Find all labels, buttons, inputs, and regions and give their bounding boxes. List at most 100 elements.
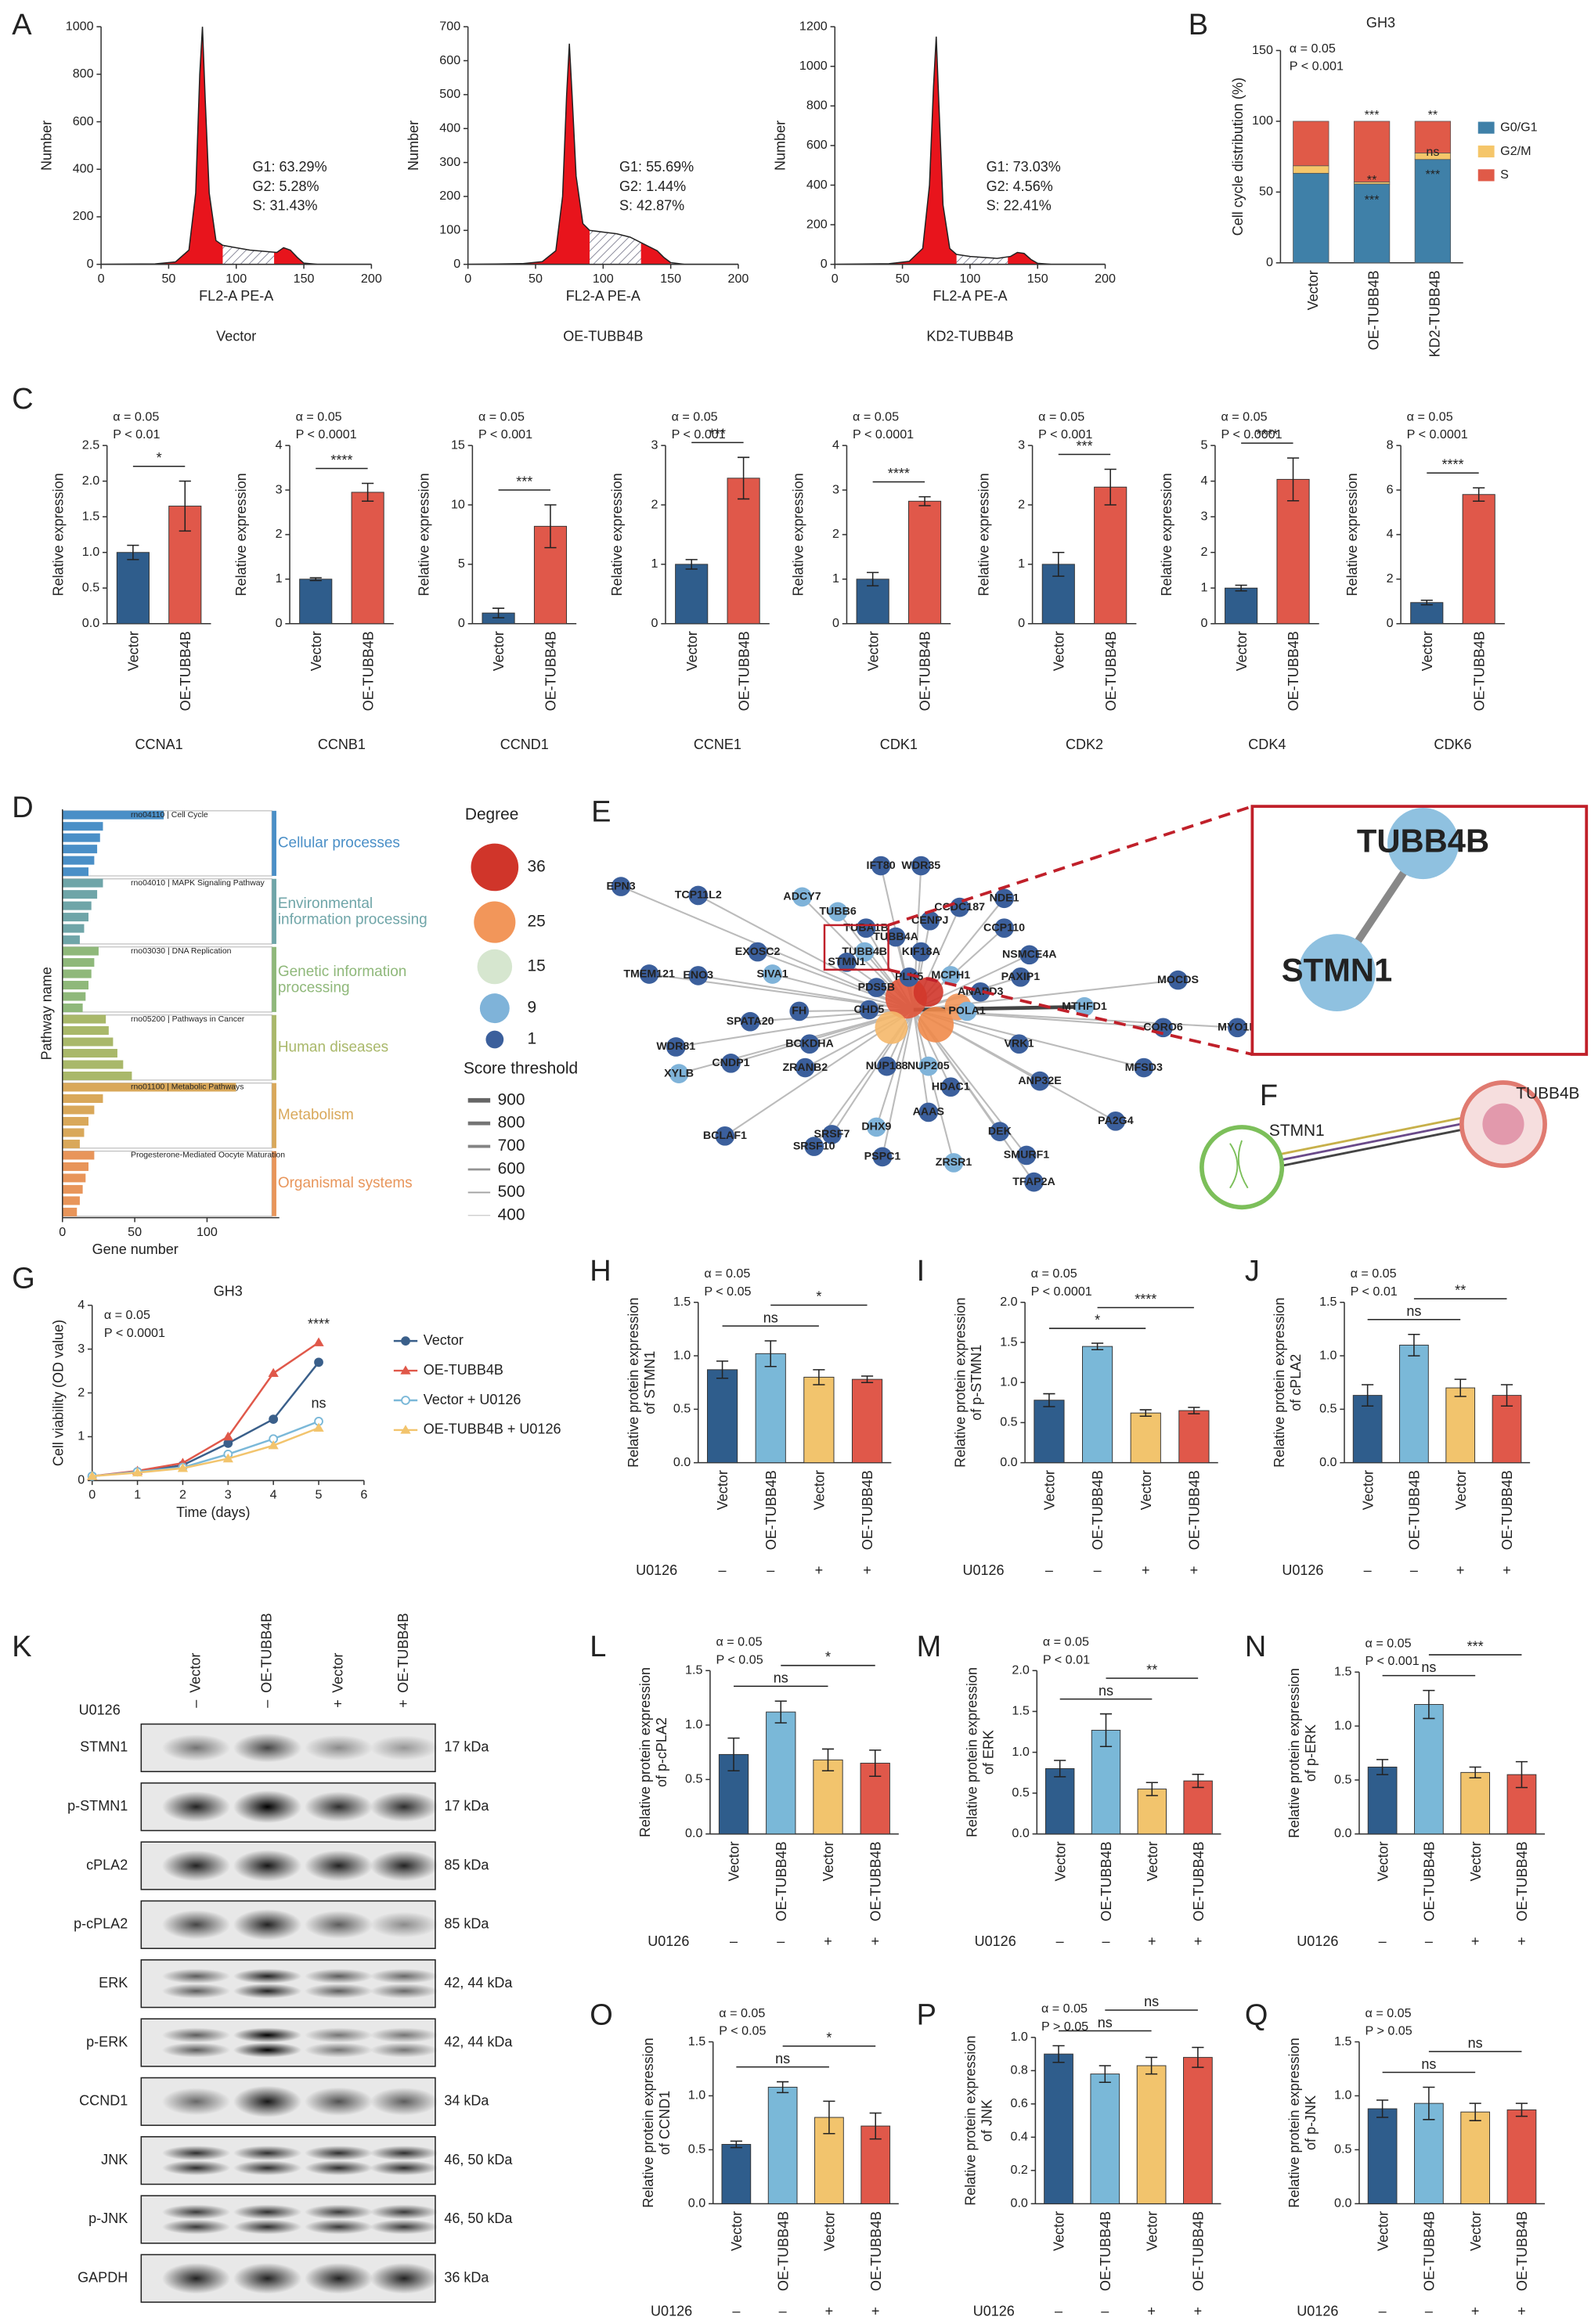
y-tick-label: 600 bbox=[73, 114, 94, 128]
size-label: 85 kDa bbox=[444, 1916, 489, 1932]
legend-swatch bbox=[1477, 145, 1495, 158]
stat-text: α = 0.05 bbox=[716, 1634, 763, 1648]
chart-title: GH3 bbox=[1366, 15, 1395, 31]
group-frame bbox=[62, 1151, 272, 1217]
y-tick-label: 5 bbox=[458, 557, 465, 571]
band bbox=[161, 2263, 231, 2294]
x-tick-label: OE-TUBB4B bbox=[1514, 2211, 1530, 2291]
x-tick-label: 5 bbox=[316, 1488, 323, 1502]
bar bbox=[1136, 2065, 1167, 2204]
y-tick-label: 0 bbox=[1018, 616, 1025, 630]
y-tick-label: 15 bbox=[451, 438, 465, 452]
y-tick-label: 0.5 bbox=[1334, 1772, 1351, 1786]
bar bbox=[755, 1353, 786, 1464]
band bbox=[370, 1735, 438, 1760]
bar bbox=[62, 1071, 132, 1080]
x-tick-label: 0 bbox=[832, 272, 839, 286]
treatment-sign: + bbox=[1194, 1933, 1203, 1949]
caption: CDK1 bbox=[880, 737, 918, 752]
node-label: WDR81 bbox=[656, 1040, 695, 1053]
y-axis-label: of CCND1 bbox=[657, 2091, 673, 2155]
y-tick-label: 1.5 bbox=[685, 1663, 702, 1677]
band bbox=[370, 2146, 438, 2161]
error-bar bbox=[685, 559, 698, 570]
x-tick-label: 50 bbox=[896, 272, 910, 286]
marker bbox=[222, 1453, 233, 1463]
node bbox=[970, 982, 990, 1002]
y-tick-label: 1 bbox=[78, 1429, 85, 1443]
band bbox=[305, 1850, 373, 1882]
bar bbox=[62, 958, 95, 967]
y-tick-label: 100 bbox=[439, 223, 460, 237]
line bbox=[92, 1361, 319, 1478]
significance-label: ns bbox=[1099, 1683, 1113, 1699]
x-tick-label: Vector bbox=[1145, 1841, 1160, 1881]
group-bar bbox=[272, 1151, 276, 1216]
size-label: 17 kDa bbox=[444, 1798, 489, 1814]
caption: CCNB1 bbox=[318, 737, 366, 752]
degree-label: 9 bbox=[528, 999, 537, 1017]
stat-text: P < 0.05 bbox=[704, 1285, 751, 1299]
bar bbox=[1460, 2111, 1491, 2204]
bar bbox=[62, 901, 92, 910]
bar bbox=[1137, 1789, 1167, 1835]
x-tick-label: Vector bbox=[865, 631, 881, 671]
y-tick-label: 0.2 bbox=[1010, 2163, 1027, 2177]
node bbox=[1016, 1145, 1037, 1166]
y-tick-label: 3 bbox=[651, 438, 658, 452]
x-tick-label: 0 bbox=[59, 1225, 66, 1239]
treatment-sign: – bbox=[258, 1699, 274, 1708]
y-axis-label: of p-STMN1 bbox=[969, 1345, 984, 1421]
group-frame bbox=[62, 810, 272, 877]
bar bbox=[116, 552, 150, 625]
caption: Vector bbox=[216, 328, 256, 344]
bar bbox=[62, 890, 98, 899]
x-axis-label: Gene number bbox=[92, 1241, 179, 1257]
y-tick-label: 1000 bbox=[799, 59, 828, 73]
error-bar bbox=[738, 456, 750, 500]
y-tick-label: 0.0 bbox=[688, 2196, 705, 2211]
stat-text: α = 0.05 bbox=[1366, 1636, 1412, 1650]
y-tick-label: 1.5 bbox=[673, 1295, 691, 1309]
panel-label: H bbox=[590, 1255, 611, 1288]
y-tick-label: 2 bbox=[832, 527, 839, 541]
error-bar bbox=[1052, 2045, 1065, 2063]
group-frame bbox=[62, 1083, 272, 1149]
node-label: DEK bbox=[988, 1125, 1012, 1137]
x-tick-label: OE-TUBB4B bbox=[1103, 631, 1119, 711]
y-axis-label: Cell cycle distribution (%) bbox=[1230, 77, 1246, 236]
bar bbox=[1225, 587, 1258, 625]
bar bbox=[1445, 1387, 1476, 1464]
stat-text: P < 0.0001 bbox=[104, 1326, 165, 1340]
node bbox=[1009, 1034, 1029, 1054]
x-tick-label: 0 bbox=[88, 1488, 96, 1502]
bar bbox=[1090, 2074, 1120, 2204]
treatment-sign: – bbox=[732, 2304, 741, 2319]
treatment-sign: – bbox=[1364, 1562, 1373, 1578]
zoom-label: TUBB4B bbox=[1357, 823, 1489, 859]
error-bar bbox=[1286, 457, 1300, 502]
y-tick-label: 0 bbox=[78, 1473, 85, 1487]
marker bbox=[401, 1396, 410, 1405]
significance-label: *** bbox=[516, 474, 532, 489]
y-tick-label: 2 bbox=[1018, 497, 1025, 511]
band bbox=[233, 1984, 302, 1999]
significance-label: *** bbox=[709, 427, 726, 442]
node bbox=[639, 964, 659, 984]
y-tick-label: 1.5 bbox=[1012, 1704, 1029, 1718]
column-label: Vector bbox=[187, 1653, 203, 1693]
y-axis-label: Relative protein expression bbox=[964, 1667, 979, 1837]
node bbox=[867, 1117, 886, 1137]
stat-text: P < 0.001 bbox=[1366, 1654, 1420, 1668]
y-tick-label: 1.0 bbox=[1334, 1718, 1351, 1732]
error-bar bbox=[1454, 1378, 1467, 1397]
size-label: 34 kDa bbox=[444, 2093, 489, 2109]
panel-label: Q bbox=[1245, 1998, 1268, 2031]
edge bbox=[678, 1009, 915, 1075]
size-label: 46, 50 kDa bbox=[444, 2152, 513, 2167]
group-frame bbox=[62, 1014, 272, 1081]
node bbox=[1011, 967, 1030, 987]
node bbox=[1030, 1071, 1050, 1091]
band bbox=[161, 2042, 231, 2058]
node bbox=[872, 1147, 893, 1167]
